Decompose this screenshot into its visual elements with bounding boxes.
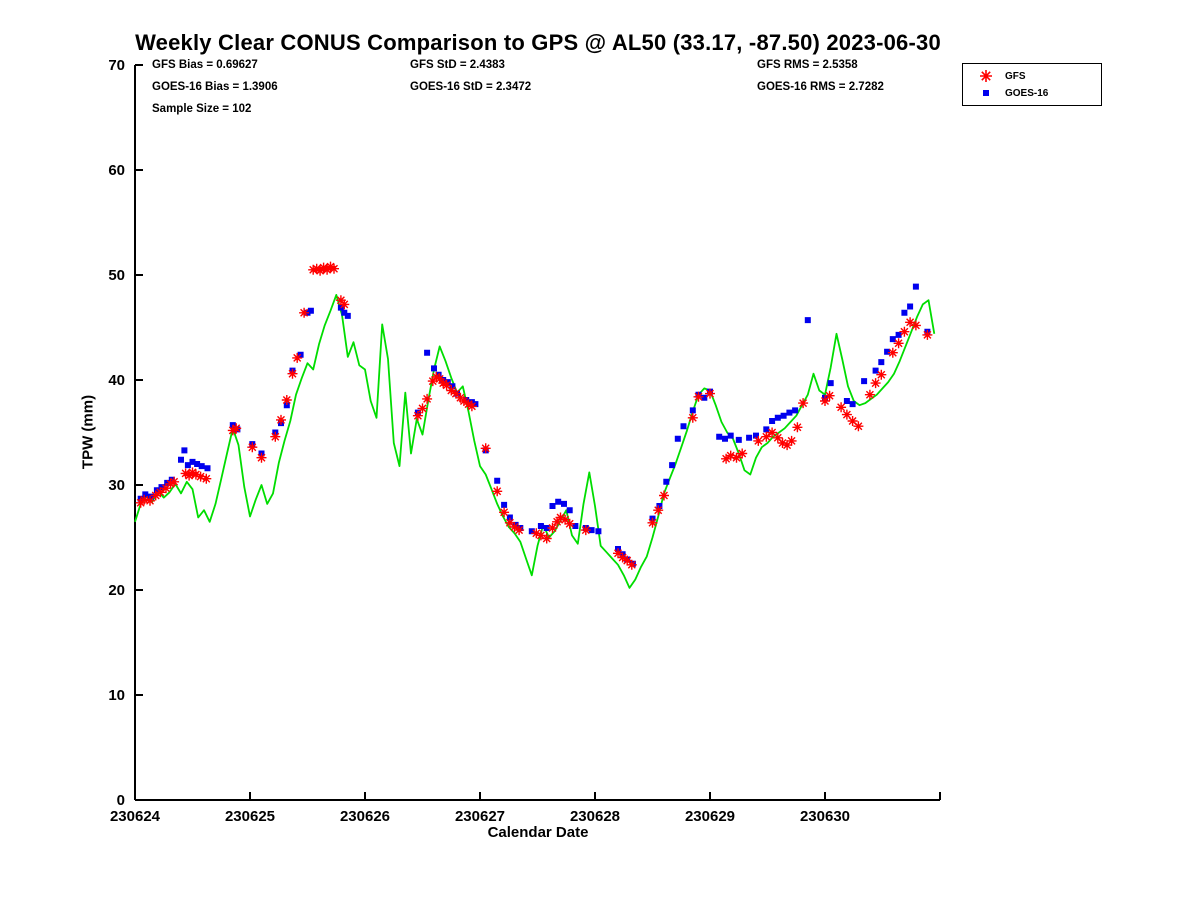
- y-axis-label: TPW (mm): [79, 394, 97, 470]
- legend-label-goes16: GOES-16: [1005, 87, 1049, 99]
- y-tick-label: 70: [108, 57, 125, 74]
- axes: [134, 65, 940, 801]
- x-tick-label: 230628: [570, 808, 620, 825]
- stats-column-2: GFS StD = 2.4383 GOES-16 StD = 2.3472: [410, 54, 531, 98]
- y-ticks: 0 10 20 30 40 50 60 70: [108, 57, 143, 809]
- stats-column-3: GFS RMS = 2.5358 GOES-16 RMS = 2.7282: [757, 54, 884, 98]
- gfs-series: [135, 261, 933, 570]
- stat-goes16-std: GOES-16 StD = 2.3472: [410, 81, 532, 93]
- x-tick-label: 230626: [340, 808, 390, 825]
- goes16-square-icon: [983, 90, 989, 96]
- x-tick-label: 230629: [685, 808, 735, 825]
- chart-title: Weekly Clear CONUS Comparison to GPS @ A…: [135, 30, 941, 55]
- x-ticks: 230624 230625 230626 230627 230628 230629 2306…: [110, 792, 941, 825]
- stat-gfs-rms: GFS RMS = 2.5358: [757, 59, 858, 71]
- legend-item-gfs: GFS: [979, 69, 1101, 83]
- goes-16-series: [137, 283, 931, 567]
- stat-sample-size: Sample Size = 102: [152, 103, 252, 115]
- legend: GFS GOES-16: [962, 63, 1102, 106]
- stat-goes16-rms: GOES-16 RMS = 2.7282: [757, 81, 884, 93]
- legend-item-goes16: GOES-16: [979, 86, 1101, 100]
- stat-goes16-bias: GOES-16 Bias = 1.3906: [152, 81, 278, 93]
- y-tick-label: 10: [108, 687, 125, 704]
- goes16-square-markers: [137, 283, 931, 567]
- stats-column-1: GFS Bias = 0.69627 GOES-16 Bias = 1.3906…: [152, 54, 278, 120]
- x-tick-label: 230624: [110, 808, 161, 825]
- y-tick-label: 50: [108, 267, 125, 284]
- legend-label-gfs: GFS: [1005, 70, 1026, 82]
- y-tick-label: 30: [108, 477, 125, 494]
- stat-gfs-bias: GFS Bias = 0.69627: [152, 59, 258, 71]
- x-tick-label: 230630: [800, 808, 850, 825]
- x-axis-label: Calendar Date: [487, 824, 589, 841]
- y-tick-label: 60: [108, 162, 125, 179]
- gfs-asterisk-icon: [980, 70, 992, 82]
- y-tick-label: 40: [108, 372, 125, 389]
- gps-series: [134, 293, 936, 589]
- x-tick-label: 230627: [455, 808, 505, 825]
- gfs-asterisk-markers: [135, 261, 933, 570]
- stat-gfs-std: GFS StD = 2.4383: [410, 59, 505, 71]
- gps-line: [134, 293, 936, 589]
- x-tick-label: 230625: [225, 808, 275, 825]
- y-tick-label: 0: [117, 792, 125, 809]
- y-tick-label: 20: [108, 582, 125, 599]
